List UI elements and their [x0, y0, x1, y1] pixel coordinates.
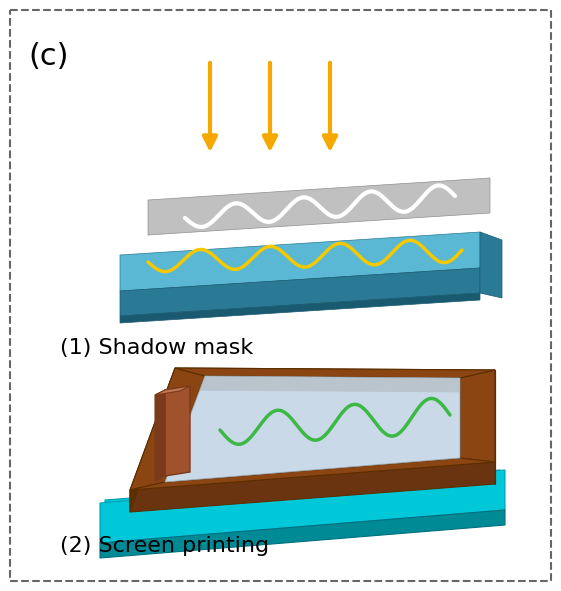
- Text: (2) Screen printing: (2) Screen printing: [60, 536, 269, 556]
- Polygon shape: [165, 376, 460, 482]
- Polygon shape: [148, 178, 490, 235]
- Polygon shape: [155, 390, 165, 481]
- Polygon shape: [120, 268, 480, 316]
- Polygon shape: [120, 232, 480, 291]
- Polygon shape: [120, 293, 480, 323]
- Polygon shape: [130, 368, 175, 512]
- Polygon shape: [155, 386, 190, 395]
- Polygon shape: [105, 470, 500, 518]
- Polygon shape: [460, 370, 495, 462]
- Polygon shape: [105, 488, 500, 533]
- Polygon shape: [175, 368, 495, 378]
- Polygon shape: [165, 386, 190, 476]
- Polygon shape: [130, 458, 495, 490]
- Text: (1) Shadow mask: (1) Shadow mask: [60, 338, 253, 358]
- Polygon shape: [100, 470, 505, 543]
- Polygon shape: [130, 462, 495, 512]
- Polygon shape: [175, 368, 495, 392]
- Polygon shape: [480, 232, 502, 298]
- Text: (c): (c): [28, 42, 68, 71]
- Polygon shape: [130, 368, 205, 490]
- Polygon shape: [100, 510, 505, 558]
